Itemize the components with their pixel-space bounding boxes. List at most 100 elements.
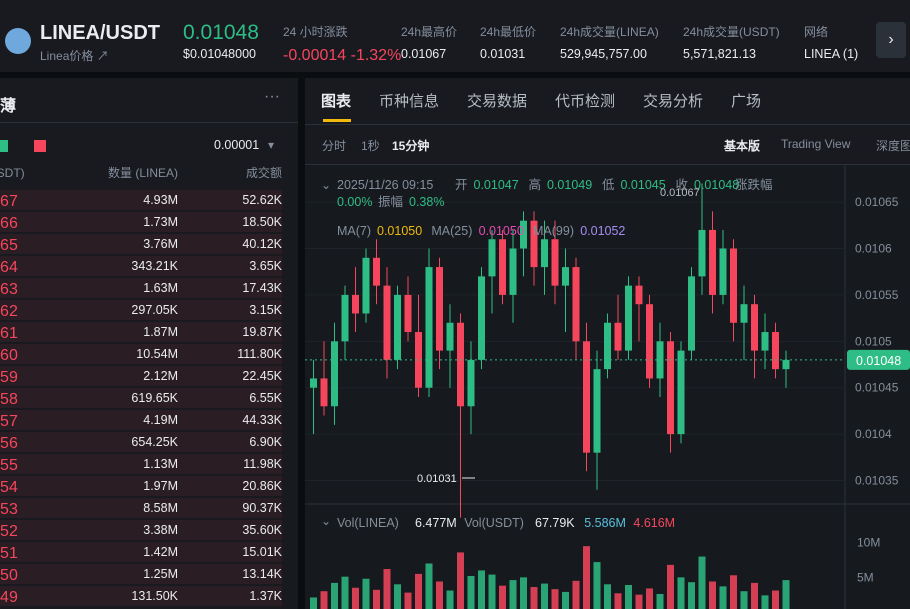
- y-tick-label: 0.01055: [855, 288, 899, 302]
- volume-bar: [593, 562, 601, 609]
- ob-cell: 52.62K: [242, 193, 282, 207]
- ob-cell: 35.60K: [242, 523, 282, 537]
- volume-bar: [625, 584, 632, 609]
- ob-tick[interactable]: 0.00001: [214, 138, 260, 152]
- volume-bar: [331, 582, 338, 609]
- candle-body: [404, 294, 412, 333]
- ma-label: 0.01052: [580, 224, 625, 238]
- ob-row-bg: [0, 322, 282, 342]
- volume-bar: [667, 564, 674, 609]
- candle-body: [394, 294, 401, 360]
- candle-info: 涨跌幅: [735, 177, 773, 192]
- stat-value: 529,945,757.00: [560, 47, 647, 61]
- stat-value: 0.01031: [480, 47, 526, 61]
- stat-value: LINEA (1): [804, 47, 859, 61]
- ob-cell: 44.33K: [242, 413, 282, 427]
- ob-cell: 654.25K: [131, 435, 178, 449]
- candle-body: [604, 322, 611, 370]
- candle-info: 低: [602, 178, 615, 192]
- ob-row-bg: [0, 564, 282, 584]
- stat-label: 24h成交量(LINEA): [560, 25, 659, 39]
- volume-bar: [425, 563, 433, 609]
- tab[interactable]: 广场: [731, 93, 762, 110]
- ob-cell: 1.42M: [143, 545, 178, 559]
- ob-cell: 0.01051: [0, 545, 18, 562]
- stat-value: 5,571,821.13: [683, 47, 756, 61]
- candle-info: 0.01049: [547, 178, 592, 192]
- volume-bar: [530, 587, 538, 609]
- y-tick-label: 0.0104: [855, 427, 892, 441]
- volume-bar: [614, 593, 622, 609]
- tab[interactable]: 交易数据: [467, 93, 528, 110]
- vol-tick-label: 10M: [857, 536, 880, 550]
- tab[interactable]: 交易分析: [643, 93, 704, 110]
- ma-label: MA(7): [337, 224, 371, 238]
- ob-cell: 0.01058: [0, 391, 18, 408]
- candle-body: [688, 276, 695, 351]
- candle-body: [593, 369, 601, 453]
- more[interactable]: ›: [876, 22, 906, 58]
- ob-cell: 0.01062: [0, 303, 18, 320]
- high-label: 0.01067: [660, 187, 700, 199]
- volume-bar: [730, 575, 737, 609]
- candle-info: 0.01047: [474, 178, 519, 192]
- plot-bg: [305, 165, 910, 609]
- view[interactable]: Trading View: [781, 137, 851, 151]
- candle-body: [719, 248, 727, 295]
- candle-body: [310, 378, 317, 388]
- ob-cell: 0.01064: [0, 259, 18, 276]
- volume-bar: [436, 581, 443, 609]
- price-usd: $0.01048000: [183, 47, 256, 61]
- volume-bar: [362, 578, 370, 609]
- ob-cell: 90.37K: [242, 501, 282, 515]
- ob-cell: 17.43K: [242, 281, 282, 295]
- ob-cell: 1.63M: [143, 281, 178, 295]
- volume-bar: [551, 589, 559, 609]
- ob-menu[interactable]: ···: [264, 88, 280, 105]
- tab[interactable]: 代币检测: [555, 93, 616, 110]
- candle-body: [341, 294, 349, 342]
- candle-body: [320, 378, 328, 407]
- volume-bar: [541, 583, 548, 609]
- ob-row-bg: [0, 410, 282, 430]
- view[interactable]: 深度图: [876, 139, 910, 153]
- subtitle[interactable]: Linea价格 ↗: [40, 49, 109, 63]
- stat-value: 0.01067: [401, 47, 447, 61]
- volume-bar: [635, 594, 643, 609]
- ob-cell: 343.21K: [131, 259, 178, 273]
- interval[interactable]: 1秒: [361, 139, 380, 153]
- candle-body: [331, 341, 338, 407]
- ob-title: 订单薄: [0, 98, 17, 115]
- ob-cell: 3.76M: [143, 237, 178, 251]
- ob-cell: 0.01053: [0, 501, 18, 518]
- ob-cell: 131.50K: [131, 589, 178, 603]
- ob-cell: 4.93M: [143, 193, 178, 207]
- ob-cell: 0.01054: [0, 479, 18, 496]
- y-tick-label: 0.01045: [855, 381, 899, 395]
- volume-bar: [572, 580, 580, 609]
- view[interactable]: 基本版: [724, 139, 761, 153]
- ob-cell: 8.58M: [143, 501, 178, 515]
- ob-mode[interactable]: [0, 140, 8, 152]
- ob-cell: 111.80K: [237, 347, 282, 361]
- ob-cell: 1.73M: [143, 215, 178, 229]
- interval[interactable]: 15分钟: [392, 139, 430, 153]
- candle-info: 振幅: [378, 194, 403, 209]
- candle-body: [541, 239, 548, 268]
- ob-row-bg: [0, 432, 282, 452]
- volume-bar: [698, 556, 706, 609]
- tab[interactable]: 图表: [321, 93, 352, 110]
- interval[interactable]: 分时: [322, 139, 347, 153]
- candle-body: [488, 239, 496, 277]
- volume-bar: [751, 582, 758, 609]
- ma-label: MA(25): [431, 224, 472, 238]
- ob-cell: 0.01056: [0, 435, 18, 452]
- candle-info: 0.01048: [694, 178, 739, 192]
- y-tick-label: 0.0105: [855, 334, 892, 348]
- ob-row-bg: [0, 278, 282, 298]
- stat-label: 24h最高价: [401, 25, 458, 39]
- tab[interactable]: 币种信息: [379, 93, 440, 110]
- ob-caret[interactable]: ▾: [268, 138, 275, 152]
- ob-mode[interactable]: [34, 140, 46, 152]
